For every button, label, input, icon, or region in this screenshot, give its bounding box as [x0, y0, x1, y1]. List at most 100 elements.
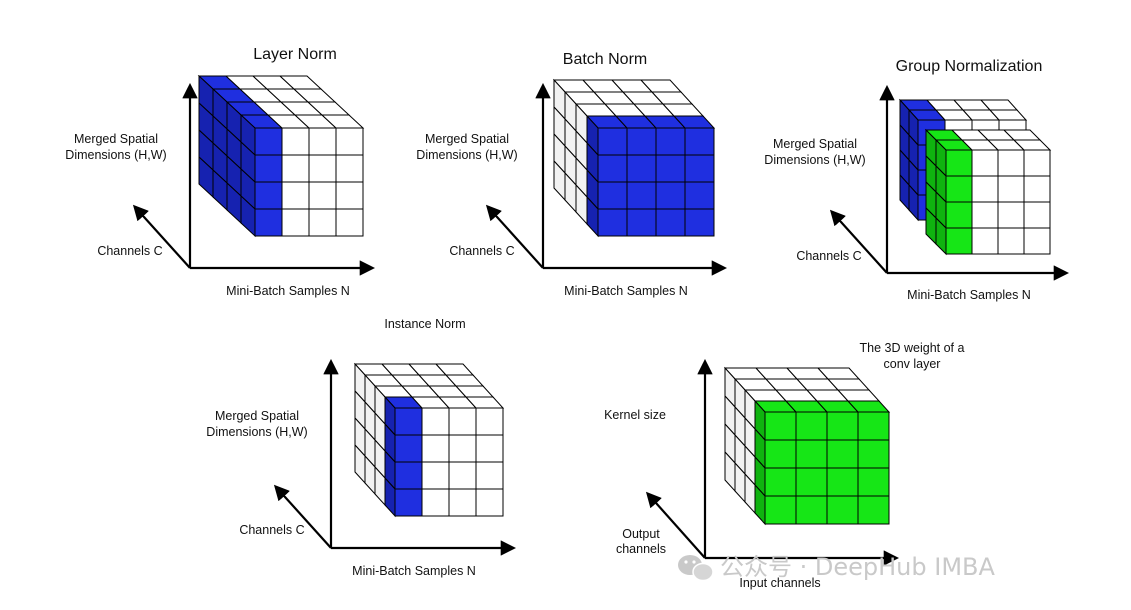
- voxel-front: [626, 208, 657, 237]
- voxel-front: [945, 227, 973, 255]
- voxel-front: [655, 154, 686, 183]
- y-axis-label-line2: Dimensions (H,W): [764, 153, 865, 167]
- z-axis: [273, 484, 332, 549]
- y-axis-label-line1: Merged Spatial: [215, 409, 299, 423]
- x-axis-label: Mini-Batch Samples N: [352, 564, 476, 578]
- voxel-front: [1023, 227, 1051, 255]
- voxel-front: [997, 175, 1025, 203]
- conv-weight-diagram: The 3D weight of a conv layer Kernel siz…: [604, 341, 964, 590]
- voxel-front: [684, 181, 715, 210]
- voxel-front: [308, 127, 337, 156]
- voxel-front: [795, 439, 828, 469]
- voxel-front: [857, 495, 890, 525]
- x-axis-label: Input channels: [739, 576, 820, 590]
- voxel-front: [826, 495, 859, 525]
- group-norm-title: Group Normalization: [896, 58, 1043, 75]
- voxel-front: [308, 181, 337, 210]
- instance-norm-diagram: Instance Norm Merged Spatial Dimensions …: [206, 317, 517, 578]
- voxel-top: [464, 396, 505, 409]
- voxel-front: [826, 411, 859, 441]
- y-axis-label-line2: Dimensions (H,W): [65, 148, 166, 162]
- instance-norm-title: Instance Norm: [384, 317, 465, 331]
- voxel-front: [281, 127, 310, 156]
- voxel-front: [795, 467, 828, 497]
- group-norm-diagram: Group Normalization Merged Spatial Dimen…: [764, 58, 1070, 302]
- voxel-front: [475, 488, 504, 517]
- batch-norm-cube: [552, 78, 716, 238]
- y-axis-label-line1: Merged Spatial: [74, 132, 158, 146]
- voxel-front: [421, 461, 450, 490]
- voxel-front: [626, 127, 657, 156]
- voxel-front: [857, 411, 890, 441]
- voxel-front: [308, 154, 337, 183]
- voxel-front: [795, 411, 828, 441]
- conv-weight-title-line2: conv layer: [884, 357, 941, 371]
- voxel-front: [335, 208, 364, 237]
- voxel-front: [1023, 149, 1051, 177]
- z-axis-label: Channels C: [97, 244, 162, 258]
- voxel-front: [1023, 175, 1051, 203]
- voxel-front: [826, 439, 859, 469]
- voxel-side: [240, 194, 256, 238]
- voxel-front: [764, 467, 797, 497]
- z-axis-label-line2: channels: [616, 542, 666, 556]
- voxel-side: [754, 483, 766, 526]
- voxel-front: [655, 208, 686, 237]
- voxel-front: [448, 407, 477, 436]
- instance-norm-cube: [353, 362, 505, 518]
- voxel-front: [335, 154, 364, 183]
- voxel-front: [394, 488, 423, 517]
- x-axis-label: Mini-Batch Samples N: [226, 284, 350, 298]
- voxel-front: [597, 127, 628, 156]
- voxel-side: [935, 216, 947, 256]
- voxel-front: [655, 127, 686, 156]
- watermark-text: 公众号 · DeepHub IMBA: [720, 553, 996, 581]
- voxel-front: [945, 201, 973, 229]
- voxel-front: [764, 439, 797, 469]
- voxel-side: [908, 183, 919, 222]
- voxel-front: [448, 488, 477, 517]
- voxel-front: [394, 434, 423, 463]
- voxel-front: [684, 127, 715, 156]
- voxel-front: [684, 154, 715, 183]
- voxel-front: [945, 175, 973, 203]
- voxel-front: [254, 127, 283, 156]
- voxel-front: [1023, 201, 1051, 229]
- voxel-front: [971, 149, 999, 177]
- voxel-front: [764, 495, 797, 525]
- voxel-front: [475, 434, 504, 463]
- voxel-front: [626, 181, 657, 210]
- voxel-front: [971, 175, 999, 203]
- voxel-top: [320, 114, 365, 129]
- z-axis: [485, 204, 544, 269]
- conv-weight-title-line1: The 3D weight of a: [860, 341, 965, 355]
- group-norm-cubes: [898, 98, 1052, 256]
- voxel-front: [655, 181, 686, 210]
- y-axis-label-line1: Merged Spatial: [425, 132, 509, 146]
- x-axis-label: Mini-Batch Samples N: [907, 288, 1031, 302]
- voxel-front: [394, 407, 423, 436]
- voxel-front: [997, 201, 1025, 229]
- voxel-front: [421, 488, 450, 517]
- voxel-front: [597, 154, 628, 183]
- y-axis-label-line2: Dimensions (H,W): [206, 425, 307, 439]
- voxel-front: [254, 181, 283, 210]
- voxel-front: [795, 495, 828, 525]
- z-axis: [132, 204, 191, 269]
- voxel-front: [997, 227, 1025, 255]
- voxel-front: [335, 127, 364, 156]
- wechat-icon: [678, 555, 714, 582]
- y-axis-label-line2: Dimensions (H,W): [416, 148, 517, 162]
- voxel-front: [857, 467, 890, 497]
- z-axis-label: Channels C: [449, 244, 514, 258]
- z-axis: [829, 209, 888, 274]
- voxel-side: [384, 476, 396, 518]
- voxel-front: [857, 439, 890, 469]
- voxel-front: [997, 149, 1025, 177]
- voxel-front: [597, 208, 628, 237]
- z-axis: [645, 491, 706, 559]
- layer-norm-cube: [197, 74, 365, 238]
- voxel-front: [394, 461, 423, 490]
- voxel-front: [971, 201, 999, 229]
- voxel-top: [988, 109, 1028, 121]
